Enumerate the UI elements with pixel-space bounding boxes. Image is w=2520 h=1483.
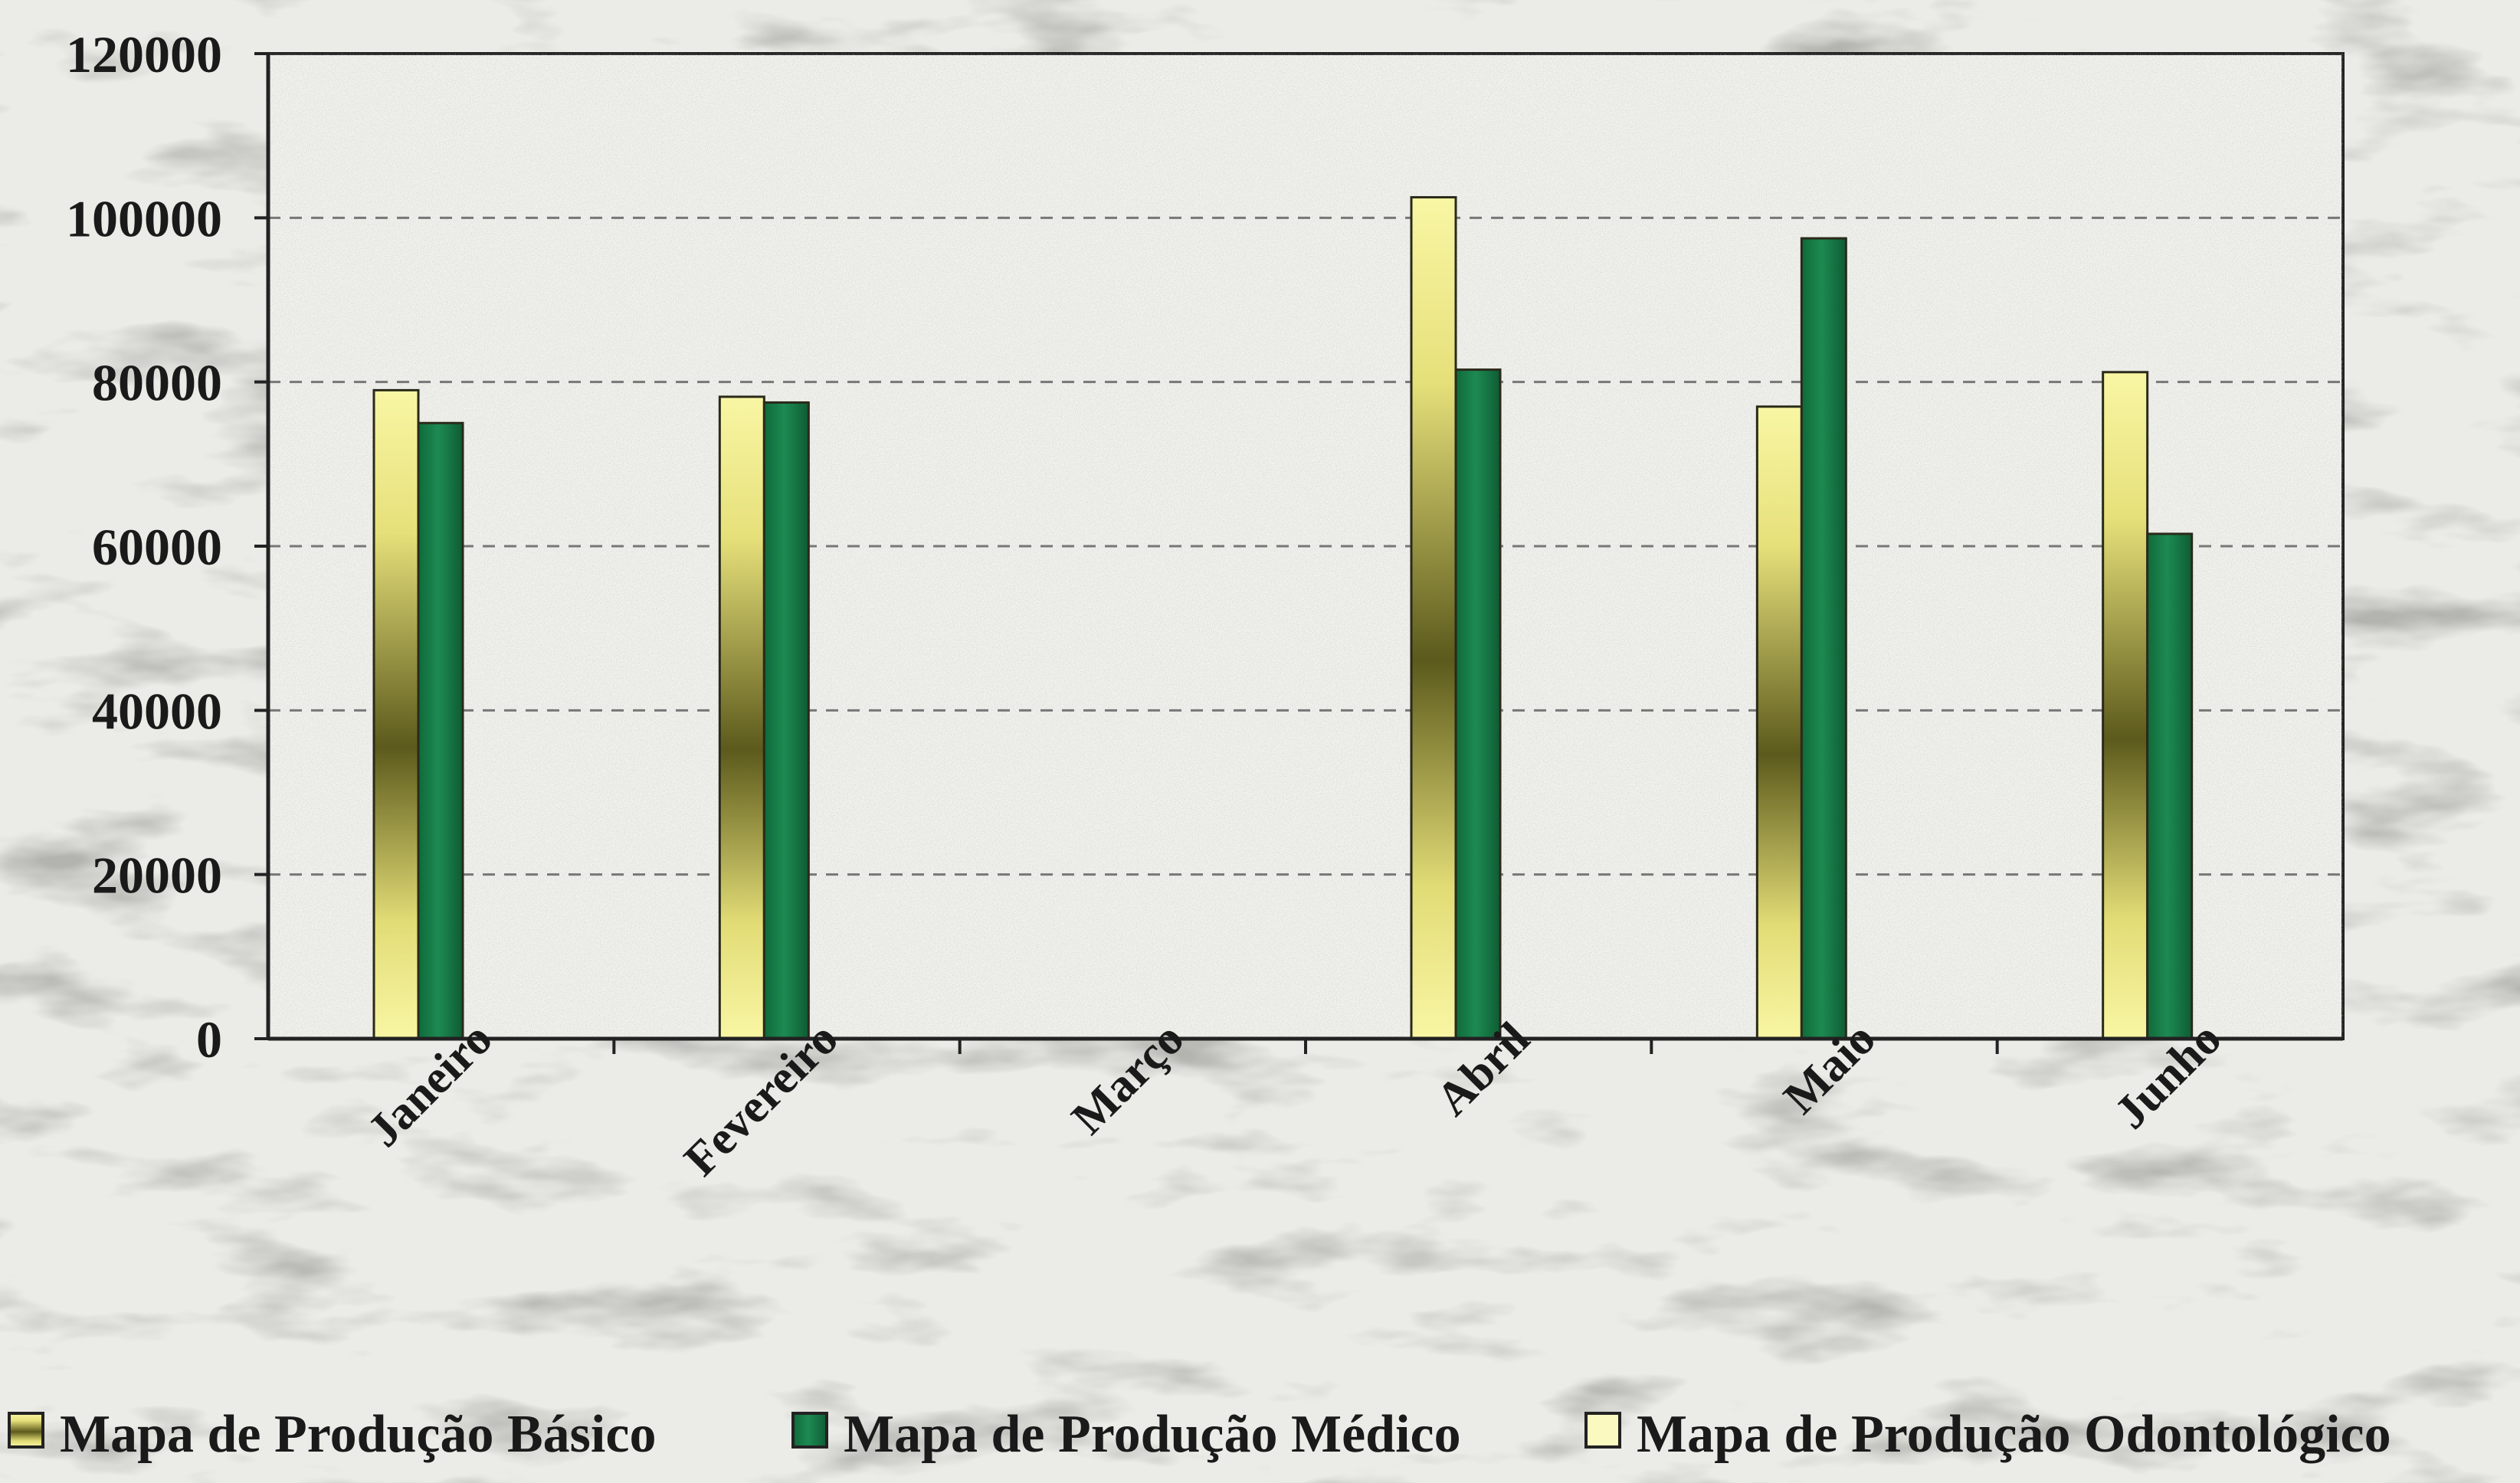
legend: Mapa de Produção Básico Mapa de Produção … [8,1405,2391,1464]
y-tick-label: 20000 [92,846,222,905]
bar-mapa-de-produ-o-m-dico-junho [2146,532,2194,1040]
legend-swatch [791,1412,828,1449]
bar-mapa-de-produ-o-b-sico-junho [2102,371,2149,1040]
bar-mapa-de-produ-o-m-dico-janeiro [417,421,464,1040]
y-tick-label: 40000 [92,682,222,740]
y-tick-label: 100000 [66,189,222,247]
bar-mapa-de-produ-o-b-sico-abril [1410,196,1457,1040]
bar-mapa-de-produ-o-m-dico-fevereiro [762,401,810,1040]
y-tick-label: 120000 [66,25,222,83]
y-tick-label: 80000 [92,354,222,412]
legend-swatch [1584,1412,1621,1449]
bar-mapa-de-produ-o-m-dico-abril [1454,368,1502,1040]
gridlines [268,216,2343,876]
bars [372,196,2194,1040]
bar-mapa-de-produ-o-b-sico-janeiro [372,388,420,1040]
legend-swatch [8,1412,44,1449]
y-tick-label: 0 [196,1010,222,1069]
y-axis-ticks: 0 20000 40000 60000 80000 100000 120000 [66,25,268,1069]
bar-mapa-de-produ-o-b-sico-fevereiro [718,395,765,1040]
bar-mapa-de-produ-o-b-sico-maio [1755,405,1803,1040]
y-tick-label: 60000 [92,518,222,576]
legend-label: Mapa de Produção Básico [60,1405,656,1464]
bar-mapa-de-produ-o-m-dico-maio [1800,237,1847,1040]
legend-label: Mapa de Produção Médico [844,1405,1461,1464]
legend-label: Mapa de Produção Odontológico [1637,1405,2391,1464]
